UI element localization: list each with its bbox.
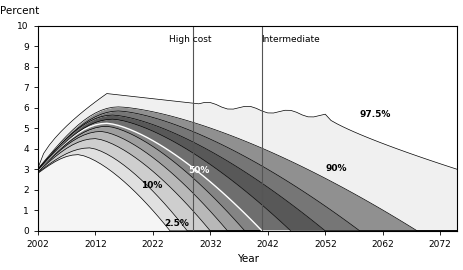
Text: 90%: 90% [325,164,347,173]
Text: 2.5%: 2.5% [164,219,189,228]
Text: Intermediate: Intermediate [262,35,320,44]
Text: High cost: High cost [169,35,212,44]
X-axis label: Year: Year [237,254,259,264]
Text: 97.5%: 97.5% [360,110,391,119]
Text: 10%: 10% [141,181,163,190]
Text: 50%: 50% [188,167,209,176]
Text: Percent: Percent [0,6,39,16]
